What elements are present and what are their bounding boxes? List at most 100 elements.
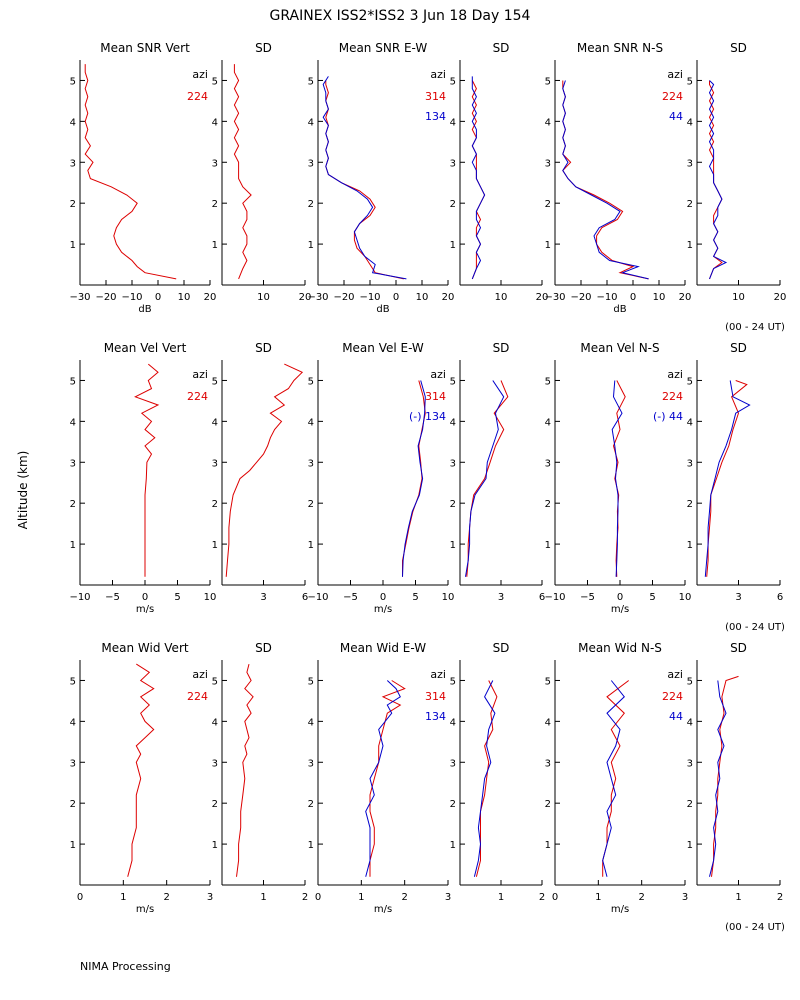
y-tick-label: 3 — [308, 158, 314, 169]
series-line-blue — [709, 680, 727, 877]
x-tick-label: 0 — [552, 892, 558, 903]
y-tick-label: 4 — [450, 417, 456, 428]
y-tick-label: 3 — [545, 458, 551, 469]
series-line-red — [233, 64, 252, 280]
x-tick-label: 5 — [649, 592, 655, 603]
x-tick-label: 2 — [163, 892, 169, 903]
x-tick-label: 3 — [735, 592, 741, 603]
x-tick-label: 0 — [315, 892, 321, 903]
panel-snr-6: SD 1 2 3 4 5 10 20 — [687, 41, 787, 303]
y-tick-label: 5 — [212, 76, 218, 87]
y-tick-label: 1 — [687, 840, 693, 851]
x-tick-label: 0 — [630, 292, 636, 303]
legend-entry-red: 224 — [662, 90, 683, 103]
y-tick-label: 1 — [450, 540, 456, 551]
legend-entry-red: 224 — [662, 390, 683, 403]
legend-entry-blue: 134 — [425, 710, 446, 723]
panel-title: Mean Wid E-W — [340, 641, 426, 655]
x-tick-label: −10 — [307, 592, 328, 603]
y-tick-label: 3 — [687, 158, 693, 169]
y-tick-label: 4 — [545, 117, 551, 128]
legend-header: azi — [667, 368, 683, 381]
y-tick-label: 5 — [545, 76, 551, 87]
y-tick-label: 5 — [687, 376, 693, 387]
y-tick-label: 4 — [545, 717, 551, 728]
panel-wid-5: Mean Wid N-S 1 2 3 4 5 0 1 2 3 m/s azi 224 44 — [545, 641, 689, 915]
x-tick-label: 0 — [617, 592, 623, 603]
x-tick-label: 3 — [207, 892, 213, 903]
x-tick-label: 1 — [735, 892, 741, 903]
y-tick-label: 3 — [687, 758, 693, 769]
x-tick-label: 20 — [536, 292, 549, 303]
panel-snr-4: SD 1 2 3 4 5 10 20 — [450, 41, 549, 303]
x-tick-label: 10 — [679, 592, 692, 603]
series-line-red — [402, 380, 426, 577]
x-tick-label: 2 — [539, 892, 545, 903]
y-tick-label: 5 — [450, 76, 456, 87]
x-tick-label: 20 — [299, 292, 312, 303]
legend-header: azi — [192, 368, 208, 381]
y-tick-label: 2 — [212, 799, 218, 810]
panel-title: Mean Wid Vert — [101, 641, 188, 655]
panel-title: Mean SNR E-W — [339, 41, 428, 55]
x-tick-label: 10 — [732, 292, 745, 303]
panel-wid-6: SD 1 2 3 4 5 1 2 — [687, 641, 784, 903]
series-line-red — [225, 363, 304, 577]
x-tick-label: 6 — [777, 592, 783, 603]
series-line-blue — [365, 680, 401, 877]
panel-vel-1: Mean Vel Vert 1 2 3 4 5 −10 −5 0 5 10 m/s azi 224 — [69, 341, 216, 615]
legend-entry-blue: 44 — [669, 710, 683, 723]
y-tick-label: 3 — [308, 458, 314, 469]
x-axis-label: m/s — [374, 604, 392, 615]
x-tick-label: 1 — [120, 892, 126, 903]
x-tick-label: −20 — [570, 292, 591, 303]
x-tick-label: 2 — [401, 892, 407, 903]
panel-title: Mean Wid N-S — [578, 641, 662, 655]
y-tick-label: 1 — [70, 240, 76, 251]
y-tick-label: 4 — [687, 417, 693, 428]
y-tick-label: 1 — [70, 540, 76, 551]
series-line-blue — [473, 680, 496, 877]
series-line-blue — [602, 680, 625, 877]
legend-entry-red: 314 — [425, 90, 446, 103]
panel-title: SD — [730, 41, 747, 55]
x-tick-label: 1 — [260, 892, 266, 903]
series-line-blue — [562, 80, 649, 280]
panel-vel-4: SD 1 2 3 4 5 3 6 — [450, 341, 546, 603]
x-tick-label: 3 — [498, 592, 504, 603]
y-tick-label: 4 — [70, 417, 76, 428]
panel-title: SD — [730, 641, 747, 655]
series-line-blue — [708, 80, 728, 280]
series-line-blue — [471, 76, 486, 280]
y-tick-label: 1 — [212, 240, 218, 251]
y-tick-label: 2 — [450, 199, 456, 210]
y-tick-label: 5 — [450, 676, 456, 687]
y-tick-label: 2 — [687, 799, 693, 810]
y-tick-label: 3 — [687, 458, 693, 469]
legend-entry-red: 224 — [187, 690, 208, 703]
legend-header: azi — [430, 68, 446, 81]
panel-title: SD — [255, 41, 272, 55]
x-tick-label: 10 — [257, 292, 270, 303]
series-line-blue — [611, 380, 623, 577]
y-tick-label: 2 — [212, 499, 218, 510]
y-tick-label: 3 — [212, 758, 218, 769]
y-tick-label: 3 — [450, 158, 456, 169]
legend-header: azi — [667, 668, 683, 681]
y-tick-label: 1 — [212, 840, 218, 851]
y-tick-label: 4 — [212, 417, 218, 428]
y-tick-label: 4 — [687, 717, 693, 728]
x-tick-label: 1 — [358, 892, 364, 903]
y-tick-label: 3 — [70, 158, 76, 169]
y-tick-label: 2 — [308, 499, 314, 510]
x-axis-label: dB — [613, 304, 626, 315]
y-tick-label: 4 — [212, 717, 218, 728]
x-axis-label: dB — [138, 304, 151, 315]
x-tick-label: 6 — [302, 592, 308, 603]
y-tick-label: 1 — [545, 540, 551, 551]
y-tick-label: 4 — [212, 117, 218, 128]
y-tick-label: 1 — [308, 240, 314, 251]
